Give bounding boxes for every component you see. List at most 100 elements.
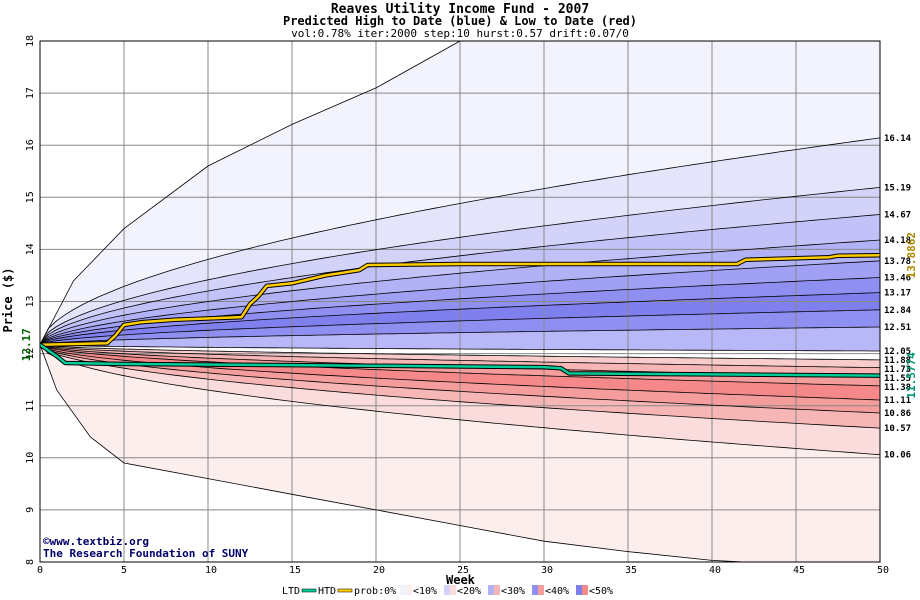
- legend-item-label-1: <20%: [457, 586, 481, 597]
- outer-upper-line: [40, 41, 461, 345]
- start-price-label: 12.17: [20, 328, 33, 361]
- y-tick-label-8: 8: [25, 559, 36, 565]
- x-tick-label-10: 10: [205, 565, 217, 576]
- chart-params: vol:0.78% iter:2000 step:10 hurst:0.57 d…: [291, 27, 629, 40]
- high-band-2: [40, 187, 880, 345]
- plot-area: [40, 41, 880, 562]
- legend-swatch-blue-4: [576, 585, 582, 595]
- legend-swatch-red-0: [406, 585, 412, 595]
- low-quantile-line-1: [40, 344, 880, 369]
- low-quantile-line-0: [40, 344, 880, 361]
- right-label-high-1: 15.19: [884, 183, 911, 193]
- x-tick-label-15: 15: [289, 565, 301, 576]
- high-quantile-line-0: [40, 137, 880, 345]
- y-axis-label: Price ($): [1, 267, 15, 332]
- legend-htd-label: HTD: [318, 586, 336, 597]
- y-tick-label-16: 16: [25, 139, 36, 151]
- right-label-high-5: 13.46: [884, 274, 911, 284]
- htd-end-label: 13.8862: [905, 232, 918, 278]
- right-label-high-0: 16.14: [884, 134, 912, 144]
- x-axis-label: Week: [446, 573, 476, 587]
- legend-item-label-4: <50%: [589, 586, 613, 597]
- y-tick-label-18: 18: [25, 35, 36, 47]
- x-tick-label-20: 20: [373, 565, 385, 576]
- low-band-5: [40, 344, 880, 413]
- x-tick-label-5: 5: [121, 565, 127, 576]
- legend-item-label-2: <30%: [501, 586, 525, 597]
- x-tick-label-0: 0: [37, 565, 43, 576]
- right-label-low-1: 11.73: [884, 365, 911, 375]
- low-band-7: [40, 344, 880, 455]
- high-quantile-line-8: [40, 326, 880, 346]
- right-label-high-4: 13.78: [884, 257, 911, 267]
- high-quantile-line-6: [40, 292, 880, 346]
- right-label-high-8: 12.51: [884, 323, 911, 333]
- legend-ltd-swatch: [301, 588, 317, 593]
- high-band-1: [40, 137, 880, 345]
- high-quantile-line-9: [40, 344, 880, 352]
- right-label-low-5: 10.86: [884, 409, 911, 419]
- y-tick-label-15: 15: [25, 191, 36, 203]
- outer-lower-line: [40, 344, 753, 562]
- high-quantile-line-7: [40, 309, 880, 346]
- high-quantile-line-2: [40, 214, 880, 345]
- legend-prob-label: prob:0%: [354, 586, 396, 597]
- high-band-5: [40, 260, 880, 345]
- x-tick-label-45: 45: [793, 565, 805, 576]
- y-tick-label-12: 12: [25, 348, 36, 360]
- right-label-low-0: 11.88: [884, 356, 911, 366]
- x-tick-label-30: 30: [541, 565, 553, 576]
- right-label-high-3: 14.18: [884, 236, 911, 246]
- right-label-high-6: 13.17: [884, 289, 911, 299]
- low-quantile-line-3: [40, 344, 880, 387]
- y-tick-label-13: 13: [25, 295, 36, 307]
- chart-subtitle: Predicted High to Date (blue) & Low to D…: [282, 14, 637, 28]
- high-quantile-line-1: [40, 187, 880, 345]
- x-tick-label-40: 40: [709, 565, 721, 576]
- high-band-3: [40, 214, 880, 345]
- ltd-end-label: 11.5774: [905, 352, 918, 399]
- y-tick-label-14: 14: [25, 243, 36, 255]
- htd-series-line: [40, 254, 880, 346]
- legend-htd-swatch: [337, 588, 353, 593]
- y-tick-label-17: 17: [25, 87, 36, 99]
- right-label-high-7: 12.84: [884, 306, 912, 316]
- y-tick-label-10: 10: [25, 452, 36, 464]
- ltd-series-line: [40, 343, 880, 377]
- low-quantile-line-6: [40, 344, 880, 429]
- legend-swatch-blue-1: [444, 585, 450, 595]
- legend-swatch-red-1: [450, 585, 456, 595]
- right-label-low-7: 10.06: [884, 451, 911, 461]
- low-quantile-line-5: [40, 344, 880, 414]
- legend-swatch-blue-2: [488, 585, 494, 595]
- x-tick-label-35: 35: [625, 565, 637, 576]
- x-tick-label-25: 25: [457, 565, 469, 576]
- right-label-high-9: 12.05: [884, 347, 911, 357]
- low-band-4: [40, 344, 880, 400]
- right-label-low-4: 11.11: [884, 396, 911, 406]
- credit-line-2: The Research Foundation of SUNY: [43, 547, 249, 560]
- credit-line-1: ©www.textbiz.org: [43, 535, 149, 548]
- right-label-low-2: 11.55: [884, 374, 911, 384]
- y-tick-label-9: 9: [25, 507, 36, 513]
- legend-swatch-red-2: [494, 585, 500, 595]
- low-band-6: [40, 344, 880, 429]
- high-band-6: [40, 277, 880, 345]
- chart-title: Reaves Utility Income Fund - 2007: [330, 2, 590, 17]
- y-tick-label-11: 11: [25, 400, 36, 412]
- plot-frame: [39, 40, 881, 563]
- high-quantile-line-4: [40, 260, 880, 346]
- right-label-low-3: 11.38: [884, 383, 911, 393]
- x-tick-label-50: 50: [877, 565, 889, 576]
- legend-ltd-label: LTD: [282, 586, 300, 597]
- low-quantile-line-7: [40, 344, 880, 456]
- legend-item-label-3: <40%: [545, 586, 569, 597]
- legend-swatch-red-4: [582, 585, 588, 595]
- legend-swatch-red-3: [538, 585, 544, 595]
- right-label-low-6: 10.57: [884, 424, 911, 434]
- legend-item-label-0: <10%: [413, 586, 437, 597]
- high-quantile-line-3: [40, 239, 880, 345]
- right-label-high-2: 14.67: [884, 210, 911, 220]
- legend-swatch-blue-3: [532, 585, 538, 595]
